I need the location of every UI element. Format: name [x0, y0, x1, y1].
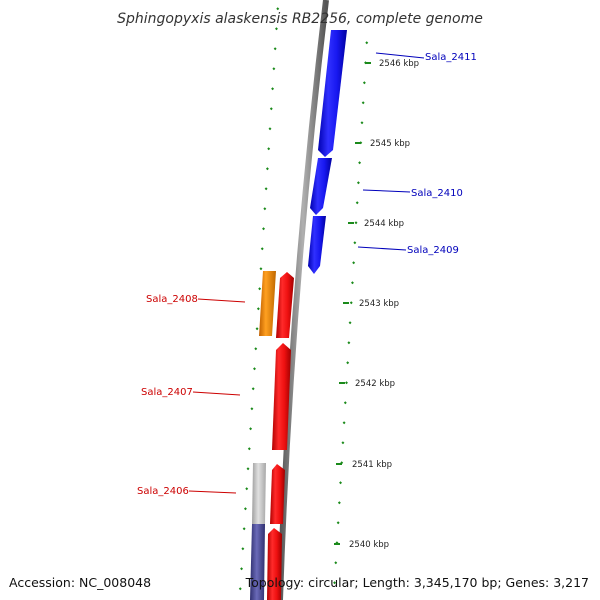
track-dot	[360, 121, 364, 125]
gene-leaders	[188, 52, 425, 494]
cog-block-gray	[252, 463, 266, 524]
track-dot	[362, 81, 366, 85]
track-dot	[352, 261, 356, 265]
track-dot	[243, 507, 247, 511]
track-dot	[349, 301, 353, 305]
track-dot	[268, 127, 272, 131]
tick-label: 2541 kbp	[352, 460, 392, 470]
track-dot	[276, 7, 280, 11]
track-dot	[241, 547, 245, 551]
track-dot	[361, 101, 365, 105]
track-dot	[337, 501, 341, 505]
gene-label-Sala_2411[interactable]: Sala_2411	[425, 52, 477, 63]
track-dot	[245, 487, 249, 491]
track-dot	[246, 467, 250, 471]
gene-label-Sala_2408[interactable]: Sala_2408	[146, 294, 198, 305]
track-dot	[348, 321, 352, 325]
track-dot	[336, 521, 340, 525]
track-dot	[333, 581, 337, 585]
track-dot	[272, 67, 276, 71]
cog-block-orange	[259, 271, 276, 336]
track-dot	[258, 287, 262, 291]
track-dot	[356, 181, 360, 185]
track-dot	[255, 327, 259, 331]
gene-Sala_2411[interactable]	[318, 30, 347, 157]
gene-Sala_2410[interactable]	[310, 158, 332, 215]
track-dot	[259, 267, 263, 271]
track-dot	[343, 401, 347, 405]
track-dot	[253, 367, 256, 371]
tick-label: 2544 kbp	[364, 219, 404, 229]
tick-track	[238, 7, 369, 591]
track-dot	[267, 147, 271, 151]
scale-ticks: 2546 kbp 2545 kbp 2544 kbp 2543 kbp 2542…	[334, 59, 419, 550]
tick-label: 2543 kbp	[359, 299, 399, 309]
track-dot	[345, 381, 348, 385]
track-dot	[269, 107, 273, 111]
gene-label-Sala_2409[interactable]: Sala_2409	[407, 245, 459, 256]
track-dot	[358, 161, 362, 165]
gene-Sala_2406[interactable]	[270, 464, 285, 524]
track-dot	[263, 207, 267, 211]
tick-label: 2546 kbp	[379, 59, 419, 69]
tick-label: 2540 kbp	[349, 540, 389, 550]
track-dot	[334, 561, 338, 565]
track-dot	[262, 227, 265, 231]
track-dot	[250, 407, 254, 411]
gene-label-Sala_2410[interactable]: Sala_2410	[411, 188, 463, 199]
track-dot	[251, 387, 255, 391]
gene-Sala_2409[interactable]	[308, 216, 326, 274]
gene-next-reverse[interactable]	[267, 528, 282, 600]
track-dot	[240, 567, 244, 571]
track-dot	[342, 421, 346, 425]
track-dot	[347, 341, 351, 345]
map-title: Sphingopyxis alaskensis RB2256, complete…	[117, 11, 483, 27]
track-dot	[339, 481, 342, 485]
cog-block-purple	[250, 524, 265, 600]
accession-label: Accession: NC_008048	[9, 575, 151, 590]
track-dot	[341, 441, 345, 445]
track-dot	[265, 167, 269, 171]
tick-label: 2542 kbp	[355, 379, 395, 389]
track-dot	[275, 27, 278, 31]
genome-backbone	[277, 0, 329, 600]
track-dot	[365, 41, 369, 45]
track-dot	[254, 347, 258, 351]
gene-Sala_2407[interactable]	[272, 343, 291, 450]
track-dot	[354, 221, 358, 225]
track-dot	[353, 241, 357, 245]
track-dot	[247, 447, 251, 451]
track-dot	[242, 527, 246, 531]
track-dot	[249, 427, 253, 431]
track-dot	[264, 187, 268, 191]
gene-Sala_2408[interactable]	[276, 272, 294, 338]
track-dot	[346, 361, 350, 365]
topology-label: Topology: circular; Length: 3,345,170 bp…	[245, 575, 589, 590]
gene-label-Sala_2407[interactable]: Sala_2407	[141, 387, 193, 398]
tick-label: 2545 kbp	[370, 139, 410, 149]
track-dot	[256, 307, 260, 311]
track-dot	[273, 47, 277, 51]
track-dot	[340, 461, 344, 465]
track-dot	[355, 201, 359, 205]
track-dot	[260, 247, 264, 251]
track-dot	[271, 87, 275, 91]
track-dot	[238, 587, 242, 591]
gene-label-Sala_2406[interactable]: Sala_2406	[137, 486, 189, 497]
track-dot	[350, 281, 354, 285]
